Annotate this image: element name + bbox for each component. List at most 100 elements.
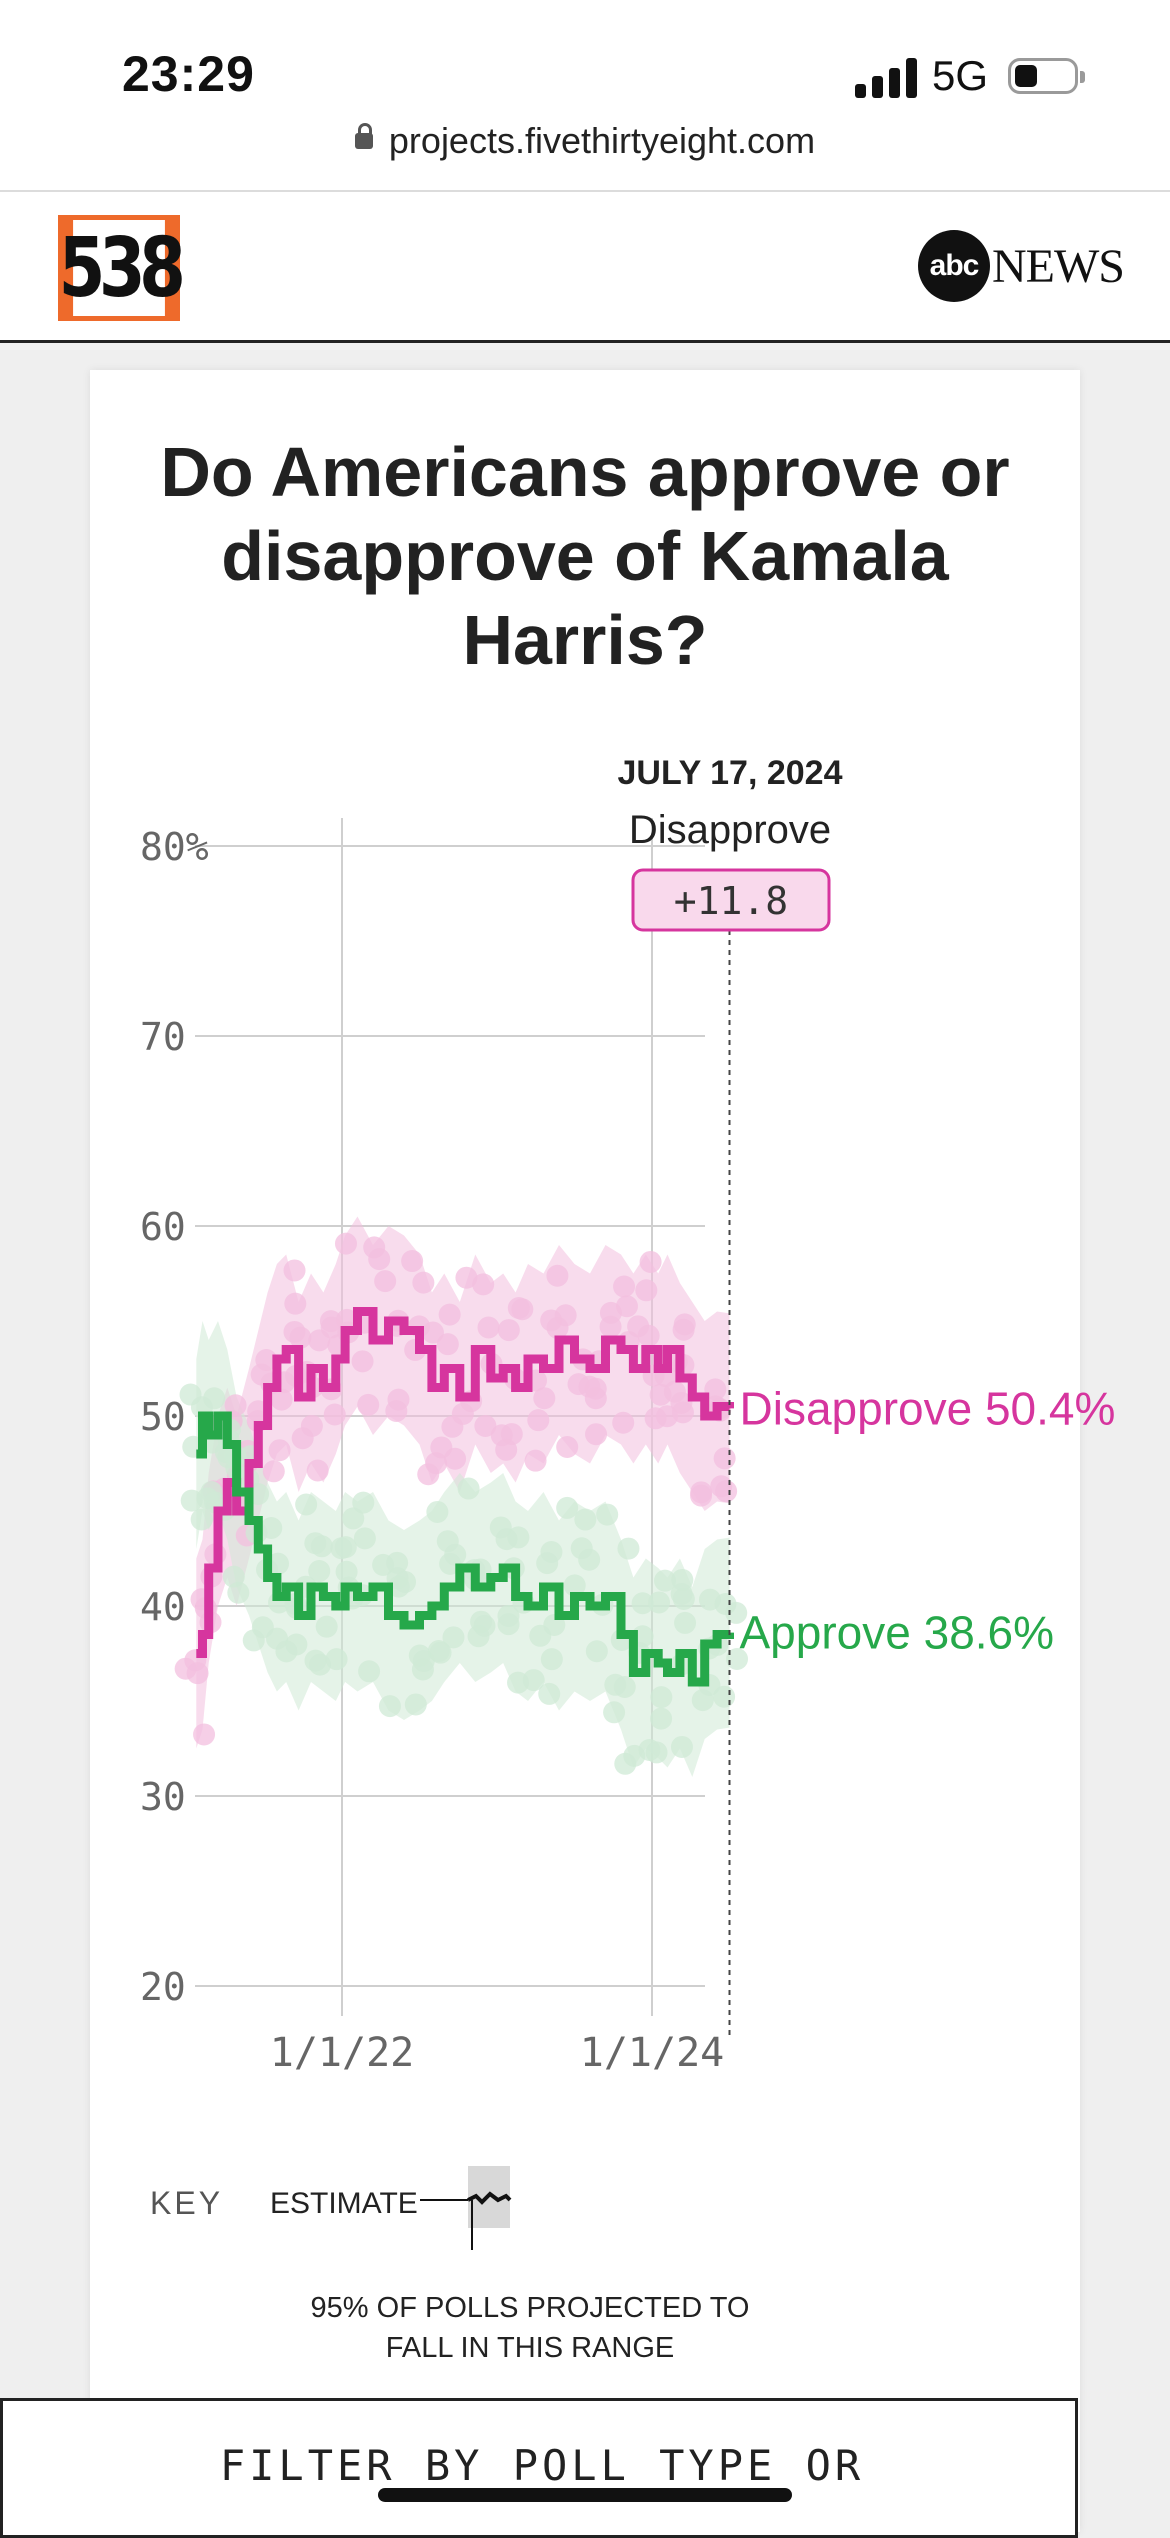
disapprove-poll-dot (639, 1250, 662, 1273)
key-label: KEY (150, 2185, 224, 2221)
disapprove-poll-dot (438, 1303, 461, 1326)
disapprove-poll-dot (497, 1319, 520, 1342)
key-range-note: 95% OF POLLS PROJECTED TO FALL IN THIS R… (310, 2292, 750, 2364)
disapprove-poll-dot (357, 1393, 380, 1416)
clock: 23:29 (122, 46, 255, 102)
y-tick-label: 60 (140, 1205, 186, 1249)
approve-poll-dot (631, 1592, 654, 1615)
x-tick-label: 1/1/24 (580, 2030, 725, 2076)
chart-card: Do Americans approve or disapprove of Ka… (90, 370, 1080, 2532)
callout-label: Disapprove (629, 808, 831, 852)
approve-poll-dot (585, 1640, 608, 1663)
key-graphic (420, 2166, 512, 2250)
series-lines (196, 1307, 734, 1687)
approve-line (196, 1411, 734, 1687)
disapprove-poll-dot (368, 1248, 391, 1271)
approve-poll-dot (304, 1532, 327, 1555)
disapprove-poll-dot (351, 1350, 374, 1373)
approve-poll-dot (650, 1686, 673, 1709)
signal-icon (855, 58, 917, 98)
disapprove-poll-dot (477, 1316, 500, 1339)
approve-poll-dot (613, 1676, 636, 1699)
approve-poll-dot (507, 1526, 530, 1549)
x-tick-label: 1/1/22 (270, 2030, 415, 2076)
disapprove-poll-dot (546, 1264, 569, 1287)
approve-poll-dot (617, 1537, 640, 1560)
logo-538[interactable]: 538 (58, 215, 186, 321)
approve-poll-dot (295, 1493, 318, 1516)
approve-poll-dot (725, 1601, 748, 1624)
approve-poll-dot (260, 1516, 283, 1539)
battery-icon (1008, 58, 1085, 94)
approve-poll-dot (308, 1560, 331, 1583)
news-wordmark: NEWS (992, 239, 1125, 293)
disapprove-poll-dot (334, 1232, 357, 1255)
approve-poll-dot (713, 1685, 736, 1708)
disapprove-poll-dot (283, 1259, 306, 1282)
disapprove-poll-dot (387, 1388, 410, 1411)
approve-poll-dot (672, 1587, 695, 1610)
lock-icon (354, 123, 373, 150)
y-tick-label: 40 (140, 1585, 186, 1629)
approve-poll-dot (538, 1682, 561, 1705)
approve-poll-dot (603, 1701, 626, 1724)
approve-poll-dot (556, 1496, 579, 1519)
y-tick-label: 80% (140, 825, 209, 869)
key-estimate-label: ESTIMATE (270, 2187, 418, 2220)
disapprove-poll-dot (224, 1394, 247, 1417)
approve-poll-dot (674, 1611, 697, 1634)
approve-poll-dot (386, 1551, 409, 1574)
disapprove-poll-dot (284, 1292, 307, 1315)
filter-label: FILTER BY POLL TYPE OR (219, 2441, 865, 2490)
approve-poll-dot (497, 1604, 520, 1627)
disapprove-poll-dot (599, 1301, 622, 1324)
approve-poll-dot (275, 1640, 298, 1663)
approve-poll-dot (378, 1695, 401, 1718)
disapprove-poll-dot (507, 1296, 530, 1319)
approve-poll-dot (648, 1591, 671, 1614)
approve-poll-dot (353, 1527, 376, 1550)
disapprove-poll-dot (291, 1427, 314, 1450)
approve-poll-dot (444, 1543, 467, 1566)
approve-poll-dot (442, 1626, 465, 1649)
approve-poll-dot (309, 1653, 332, 1676)
disapprove-poll-dot (527, 1409, 550, 1432)
disapprove-poll-dot (193, 1723, 216, 1746)
approve-poll-dot (536, 1552, 559, 1575)
y-tick-label: 50 (140, 1395, 186, 1439)
disapprove-poll-dot (444, 1447, 467, 1470)
y-tick-label: 20 (140, 1965, 186, 2009)
y-tick-labels: 80% 70 60 50 40 30 20 (140, 825, 209, 2009)
approve-poll-dot (654, 1569, 677, 1592)
approve-poll-dot (315, 1615, 338, 1638)
filter-bar[interactable]: FILTER BY POLL TYPE OR (0, 2398, 1078, 2538)
disapprove-poll-dot (672, 1318, 695, 1341)
margin-badge (631, 868, 831, 932)
y-tick-label: 70 (140, 1015, 186, 1059)
disapprove-poll-dot (401, 1250, 424, 1273)
abc-news-logo[interactable]: abc NEWS (918, 226, 1125, 306)
approve-poll-dot (342, 1507, 365, 1530)
approve-poll-dot (325, 1648, 348, 1671)
disapprove-poll-dot (289, 1326, 312, 1349)
disapprove-poll-dot (474, 1414, 497, 1437)
disapprove-poll-dot (262, 1460, 285, 1483)
url-bar[interactable]: projects.fivethirtyeight.com (0, 120, 1170, 162)
status-bar: 23:29 5G projects.fivethirtyeight.com (0, 0, 1170, 192)
disapprove-poll-dot (612, 1411, 635, 1434)
approve-poll-dot (334, 1536, 357, 1559)
disapprove-poll-dot (270, 1388, 293, 1411)
disapprove-end-label: Disapprove 50.4% (740, 1382, 1116, 1434)
disapprove-poll-dot (421, 1321, 444, 1344)
disapprove-poll-dot (637, 1324, 660, 1347)
approve-poll-dot (489, 1516, 512, 1539)
approve-poll-dot (563, 1574, 586, 1597)
abc-logo-mark: abc (918, 230, 990, 302)
approve-poll-dot (203, 1387, 226, 1410)
approve-poll-dot (596, 1503, 619, 1526)
site-header: 538 abc NEWS (0, 192, 1170, 343)
approve-poll-dot (578, 1548, 601, 1571)
disapprove-poll-dot (250, 1363, 273, 1386)
approve-poll-dot (412, 1650, 435, 1673)
